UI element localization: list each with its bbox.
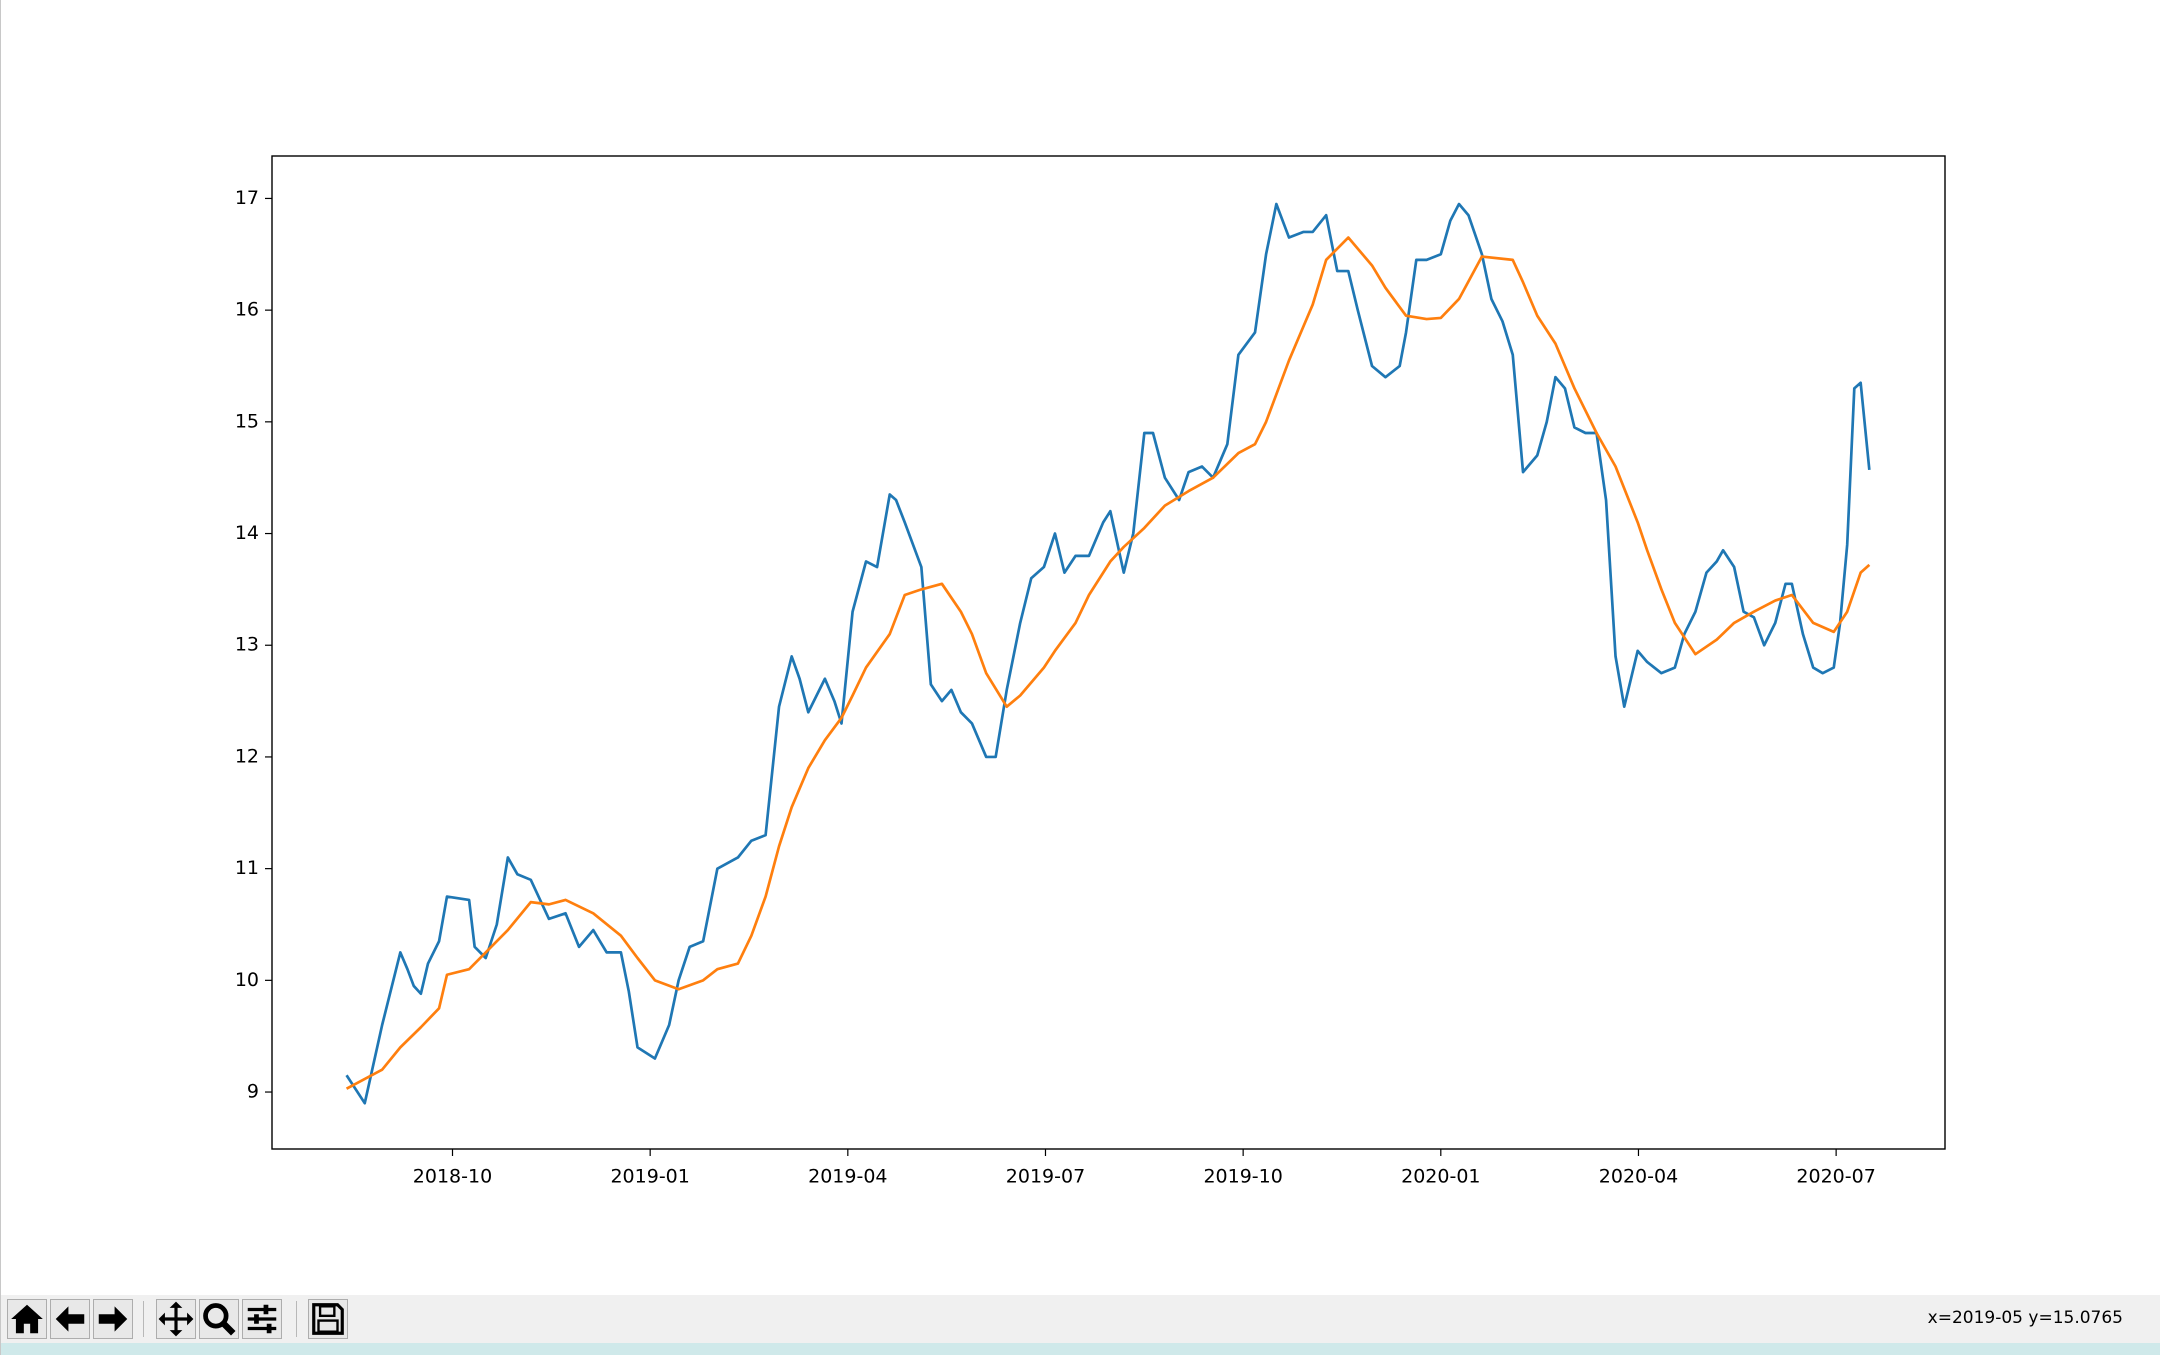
x-tick-label: 2020-07	[1796, 1166, 1875, 1188]
y-tick-label: 12	[235, 745, 259, 767]
toolbar: x=2019-05 y=15.0765	[1, 1295, 2160, 1343]
chart: 9 10 11 12 13 14 15 16 17 2018-10 2019-01 2019-04 20…	[235, 155, 1946, 1188]
pan-button[interactable]	[156, 1299, 196, 1339]
y-tick-label: 11	[235, 857, 259, 879]
cursor-status: x=2019-05 y=15.0765	[1927, 1308, 2123, 1328]
save-button[interactable]	[308, 1299, 348, 1339]
x-tick-label: 2020-01	[1401, 1166, 1480, 1188]
y-tick-label: 16	[235, 299, 259, 321]
x-tick-label: 2019-01	[610, 1166, 689, 1188]
x-tick-label: 2019-04	[808, 1166, 887, 1188]
data-line	[345, 236, 1871, 1090]
x-tick-label: 2018-10	[413, 1166, 492, 1188]
y-tick-label: 17	[235, 187, 259, 209]
y-tick-label: 15	[235, 410, 259, 432]
back-button[interactable]	[50, 1299, 90, 1339]
zoom-button[interactable]	[199, 1299, 239, 1339]
axes-frame	[271, 155, 1946, 1150]
taskbar	[1, 1343, 2160, 1355]
x-tick-label: 2019-10	[1203, 1166, 1282, 1188]
data-line	[345, 202, 1871, 1105]
configure-button[interactable]	[242, 1299, 282, 1339]
y-tick-label: 13	[235, 634, 259, 656]
y-tick-label: 14	[235, 522, 259, 544]
home-button[interactable]	[7, 1299, 47, 1339]
x-tick-label: 2019-07	[1006, 1166, 1085, 1188]
y-tick-label: 9	[247, 1081, 259, 1103]
forward-button[interactable]	[93, 1299, 133, 1339]
x-tick-label: 2020-04	[1599, 1166, 1678, 1188]
y-tick-label: 10	[235, 969, 259, 991]
